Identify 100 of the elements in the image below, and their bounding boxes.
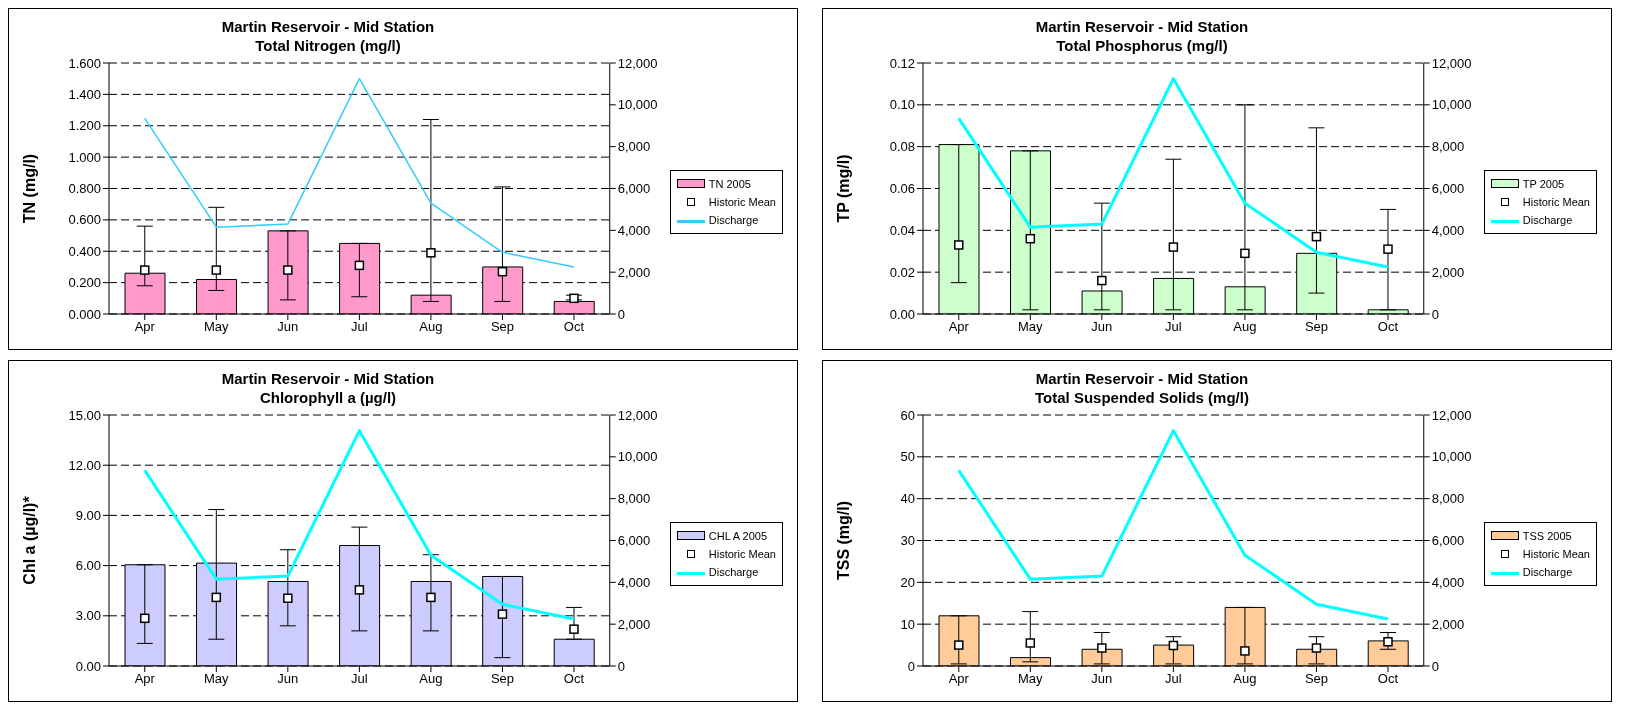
x-tick-label: Apr (948, 671, 970, 687)
x-tick-label: Jun (277, 319, 299, 335)
legend-label: Discharge (1522, 566, 1573, 578)
y2-tick-label: 12,000 (1431, 55, 1472, 71)
x-tick-label: Sep (490, 319, 515, 335)
point (283, 265, 293, 275)
y-tick-label: 0.000 (68, 306, 101, 322)
y2-tick-label: 10,000 (1431, 449, 1472, 465)
y2-tick-label: 2,000 (617, 264, 651, 280)
point (426, 592, 436, 603)
y-tick-label: 0.08 (889, 139, 915, 155)
legend-label: TSS 2005 (1522, 530, 1572, 542)
y-tick-label: 0.12 (889, 55, 915, 71)
y-tick-label: 0.400 (68, 243, 101, 259)
point (1240, 248, 1250, 259)
y2-tick-label: 0 (1431, 306, 1439, 322)
x-tick-label: Apr (134, 671, 156, 687)
point (211, 265, 222, 275)
y2-tick-label: 10,000 (1431, 97, 1472, 113)
legend-label: Historic Mean (708, 548, 776, 560)
y-tick-label: 60 (900, 407, 915, 423)
x-tick-label: Aug (419, 319, 443, 335)
y-tick-label: 0.04 (889, 222, 915, 238)
x-tick-label: Oct (1377, 319, 1399, 335)
legend-label: Discharge (708, 566, 759, 578)
x-tick-label: May (204, 671, 230, 687)
y-tick-label: 1.200 (68, 118, 101, 134)
y2-tick-label: 2,000 (617, 616, 651, 632)
y2-tick-label: 4,000 (617, 574, 651, 590)
x-tick-label: Aug (1233, 671, 1257, 687)
y-tick-label: 1.000 (68, 149, 101, 165)
x-tick-label: Sep (490, 671, 515, 687)
y-tick-label: 0.02 (889, 264, 915, 280)
x-tick-label: Jun (1091, 671, 1113, 687)
legend-label: CHL A 2005 (708, 530, 768, 542)
x-tick-label: Apr (948, 319, 970, 335)
x-tick-label: May (204, 319, 230, 335)
y-tick-label: 15.00 (68, 407, 101, 423)
y2-tick-label: 10,000 (617, 449, 658, 465)
point (140, 613, 150, 624)
y2-tick-label: 4,000 (617, 222, 651, 238)
chart-subtitle: Total Suspended Solids (mg/l) (1034, 388, 1250, 407)
chart-subtitle: Total Phosphorus (mg/l) (1055, 36, 1229, 55)
y2-tick-label: 0 (617, 306, 625, 322)
y-tick-label: 20 (900, 574, 915, 590)
x-tick-label: Jul (1165, 671, 1182, 687)
y-tick-label: 0.800 (68, 181, 101, 197)
y-tick-label: 0.00 (889, 306, 915, 322)
y2-tick-label: 0 (617, 658, 625, 674)
y2-tick-label: 10,000 (617, 97, 658, 113)
point (1097, 275, 1107, 286)
y-tick-label: 6.00 (75, 558, 101, 574)
legend-label: Historic Mean (1522, 548, 1590, 560)
y-tick-label: 0.06 (889, 181, 915, 197)
y2-tick-label: 12,000 (617, 55, 658, 71)
y2-tick-label: 8,000 (1431, 491, 1465, 507)
y2-tick-label: 8,000 (617, 491, 651, 507)
y2-tick-label: 0 (1431, 658, 1439, 674)
y2-tick-label: 6,000 (1431, 533, 1465, 549)
y2-tick-label: 4,000 (1431, 222, 1465, 238)
y-axis-title: TSS (mg/l) (834, 500, 852, 581)
y-tick-label: 0.200 (68, 275, 101, 291)
y-tick-label: 12.00 (68, 457, 101, 473)
y2-tick-label: 12,000 (1431, 407, 1472, 423)
chart-title: Martin Reservoir - Mid Station (1034, 17, 1250, 36)
x-tick-label: May (1018, 671, 1044, 687)
x-tick-label: Jun (277, 671, 299, 687)
x-tick-label: Apr (134, 319, 156, 335)
y-axis-title: TP (mg/l) (834, 154, 852, 223)
line-series (957, 429, 1390, 621)
y-tick-label: 30 (900, 533, 915, 549)
point (569, 624, 579, 634)
y-tick-label: 10 (900, 616, 915, 632)
line-series (143, 429, 576, 621)
point (954, 240, 964, 250)
chart-subtitle: Chlorophyll a (µg/l) (258, 388, 398, 407)
y2-tick-label: 6,000 (617, 533, 651, 549)
point (211, 592, 222, 603)
x-tick-label: Jun (1091, 319, 1113, 335)
y2-tick-label: 2,000 (1431, 616, 1465, 632)
x-tick-label: Aug (419, 671, 443, 687)
y2-tick-label: 12,000 (617, 407, 658, 423)
point (354, 260, 365, 271)
chart-title: Martin Reservoir - Mid Station (220, 17, 436, 36)
point (497, 266, 508, 277)
x-tick-label: Jul (351, 671, 368, 687)
x-tick-label: Jul (1165, 319, 1182, 335)
y-tick-label: 0 (907, 658, 915, 674)
x-tick-label: May (1018, 319, 1044, 335)
chart-title: Martin Reservoir - Mid Station (220, 369, 436, 388)
x-tick-label: Oct (1377, 671, 1399, 687)
y-tick-label: 0.10 (889, 97, 915, 113)
x-tick-label: Aug (1233, 319, 1257, 335)
point (569, 293, 579, 304)
chart-title: Martin Reservoir - Mid Station (1034, 369, 1250, 388)
y2-tick-label: 6,000 (1431, 181, 1465, 197)
y2-tick-label: 8,000 (1431, 139, 1465, 155)
y-tick-label: 1.600 (68, 55, 101, 71)
x-tick-label: Sep (1304, 671, 1329, 687)
point (1168, 242, 1179, 252)
